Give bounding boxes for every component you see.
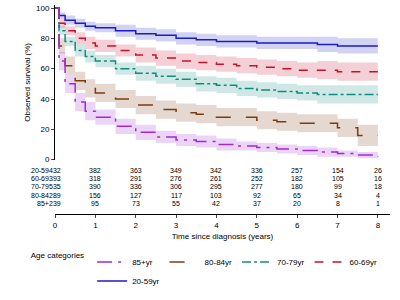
svg-text:5: 5 [255,221,260,230]
svg-text:318: 318 [89,175,101,182]
svg-text:0: 0 [45,155,50,164]
svg-text:277: 277 [251,183,263,190]
svg-text:3: 3 [174,221,179,230]
svg-text:276: 276 [170,175,182,182]
svg-text:60-69yr: 60-69yr [350,258,377,267]
svg-text:182: 182 [291,175,303,182]
svg-text:0: 0 [53,221,58,230]
svg-text:336: 336 [251,167,263,174]
svg-text:154: 154 [332,167,344,174]
svg-text:363: 363 [130,167,142,174]
svg-text:349: 349 [170,167,182,174]
svg-text:4: 4 [214,221,219,230]
svg-text:37: 37 [253,200,261,207]
svg-text:80-84yr: 80-84yr [205,258,232,267]
svg-text:26: 26 [374,167,382,174]
svg-text:127: 127 [130,192,142,199]
svg-text:100: 100 [36,4,50,13]
svg-text:239: 239 [49,200,61,207]
svg-text:105: 105 [332,175,344,182]
svg-text:40: 40 [40,95,49,104]
svg-text:73: 73 [132,200,140,207]
svg-text:342: 342 [210,167,222,174]
svg-text:18: 18 [374,183,382,190]
svg-text:257: 257 [291,167,303,174]
svg-text:85+yr: 85+yr [132,258,153,267]
svg-text:8: 8 [376,221,381,230]
svg-text:20-59: 20-59 [31,167,49,174]
svg-text:252: 252 [251,175,263,182]
svg-text:85+: 85+ [37,200,49,207]
svg-text:6: 6 [295,221,300,230]
svg-text:65: 65 [293,192,301,199]
svg-text:393: 393 [49,175,61,182]
svg-text:99: 99 [334,183,342,190]
svg-text:295: 295 [210,183,222,190]
svg-text:70-79: 70-79 [31,183,49,190]
svg-text:7: 7 [335,221,340,230]
svg-text:20: 20 [293,200,301,207]
svg-text:1: 1 [93,221,98,230]
svg-text:2: 2 [133,221,138,230]
svg-text:Observed survival (%): Observed survival (%) [23,43,32,122]
svg-text:20-59yr: 20-59yr [132,277,159,286]
svg-text:535: 535 [49,183,61,190]
svg-text:60-69: 60-69 [31,175,49,182]
svg-text:55: 55 [172,200,180,207]
svg-text:92: 92 [253,192,261,199]
svg-text:4: 4 [376,192,380,199]
svg-text:80: 80 [40,34,49,43]
svg-text:390: 390 [89,183,101,190]
svg-text:289: 289 [49,192,61,199]
svg-text:95: 95 [91,200,99,207]
svg-text:60: 60 [40,64,49,73]
svg-text:16: 16 [374,175,382,182]
svg-text:156: 156 [89,192,101,199]
svg-text:34: 34 [334,192,342,199]
svg-text:Age categories: Age categories [31,251,84,260]
svg-text:382: 382 [89,167,101,174]
svg-text:117: 117 [171,192,182,199]
svg-text:70-79yr: 70-79yr [277,258,304,267]
svg-text:306: 306 [170,183,182,190]
svg-text:Time since diagnosis (years): Time since diagnosis (years) [172,232,274,241]
svg-text:80-84: 80-84 [31,192,49,199]
svg-text:103: 103 [210,192,222,199]
svg-text:20: 20 [40,125,49,134]
svg-text:1: 1 [376,200,380,207]
svg-text:180: 180 [291,183,303,190]
svg-text:42: 42 [212,200,220,207]
svg-text:8: 8 [336,200,340,207]
svg-text:261: 261 [210,175,222,182]
svg-text:336: 336 [130,183,142,190]
svg-text:432: 432 [49,167,61,174]
svg-text:291: 291 [130,175,142,182]
